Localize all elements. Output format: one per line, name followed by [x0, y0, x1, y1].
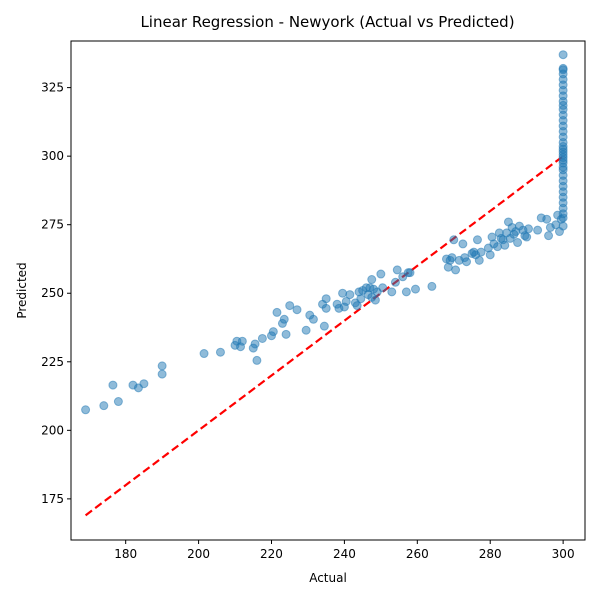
- x-tick-label: 300: [552, 547, 575, 561]
- data-point: [139, 379, 149, 389]
- x-tick-label: 240: [333, 547, 356, 561]
- y-axis: 175 200 225 250 275 300 325: [41, 81, 71, 506]
- y-tick-label: 325: [41, 81, 64, 95]
- data-point: [321, 303, 331, 313]
- data-point: [272, 307, 282, 317]
- data-point: [485, 250, 495, 260]
- data-point: [474, 255, 484, 265]
- y-tick-label: 200: [41, 423, 64, 437]
- data-point: [367, 275, 377, 285]
- reference-line-layer: [84, 155, 564, 517]
- data-point: [257, 333, 267, 343]
- data-point: [215, 347, 225, 357]
- plot-area-frame: [70, 40, 586, 541]
- x-tick-label: 200: [187, 547, 210, 561]
- data-point: [427, 281, 437, 291]
- reference-line: [84, 155, 564, 517]
- data-point: [410, 284, 420, 294]
- data-point: [542, 214, 552, 224]
- data-point: [401, 287, 411, 297]
- data-point: [252, 355, 262, 365]
- data-point: [268, 327, 278, 337]
- data-point: [301, 325, 311, 335]
- data-point: [279, 314, 289, 324]
- data-point: [321, 294, 331, 304]
- data-point: [558, 63, 568, 73]
- data-point: [392, 265, 402, 275]
- data-point: [338, 288, 348, 298]
- data-point: [81, 405, 91, 415]
- data-point: [449, 235, 459, 245]
- data-point: [370, 295, 380, 305]
- data-points-layer: [81, 50, 568, 415]
- data-point: [285, 301, 295, 311]
- data-point: [378, 283, 388, 293]
- chart-title: Linear Regression - Newyork (Actual vs P…: [140, 13, 514, 31]
- data-point: [476, 247, 486, 257]
- y-tick-label: 250: [41, 286, 64, 300]
- data-point: [356, 294, 366, 304]
- data-point: [522, 232, 532, 242]
- y-tick-label: 275: [41, 218, 64, 232]
- data-point: [108, 380, 118, 390]
- data-point: [345, 290, 355, 300]
- data-point: [451, 265, 461, 275]
- data-point: [500, 240, 510, 250]
- data-point: [352, 301, 362, 311]
- data-point: [544, 231, 554, 241]
- y-tick-label: 175: [41, 492, 64, 506]
- data-point: [458, 239, 468, 249]
- data-point: [341, 296, 351, 306]
- data-point: [558, 221, 568, 231]
- data-point: [237, 336, 247, 346]
- data-point: [319, 321, 329, 331]
- data-point: [387, 287, 397, 297]
- data-point: [472, 235, 482, 245]
- x-tick-label: 260: [406, 547, 429, 561]
- data-point: [281, 329, 291, 339]
- x-tick-label: 180: [114, 547, 137, 561]
- data-point: [390, 277, 400, 287]
- data-point: [250, 339, 260, 349]
- y-tick-label: 225: [41, 355, 64, 369]
- data-point: [199, 349, 209, 359]
- data-point: [462, 257, 472, 267]
- y-tick-label: 300: [41, 149, 64, 163]
- x-axis-label: Actual: [309, 571, 347, 585]
- data-point: [157, 369, 167, 379]
- data-point: [113, 397, 123, 407]
- data-point: [558, 50, 568, 60]
- x-tick-label: 220: [260, 547, 283, 561]
- data-point: [405, 268, 415, 278]
- data-point: [157, 361, 167, 371]
- data-point: [493, 242, 503, 252]
- x-axis: 180 200 220 240 260 280 300: [114, 540, 575, 561]
- data-point: [376, 269, 386, 279]
- data-point: [533, 225, 543, 235]
- data-point: [513, 238, 523, 248]
- x-tick-label: 280: [479, 547, 502, 561]
- y-axis-label: Predicted: [15, 262, 29, 318]
- data-point: [99, 401, 109, 411]
- data-point: [308, 314, 318, 324]
- data-point: [292, 305, 302, 315]
- data-point: [523, 224, 533, 234]
